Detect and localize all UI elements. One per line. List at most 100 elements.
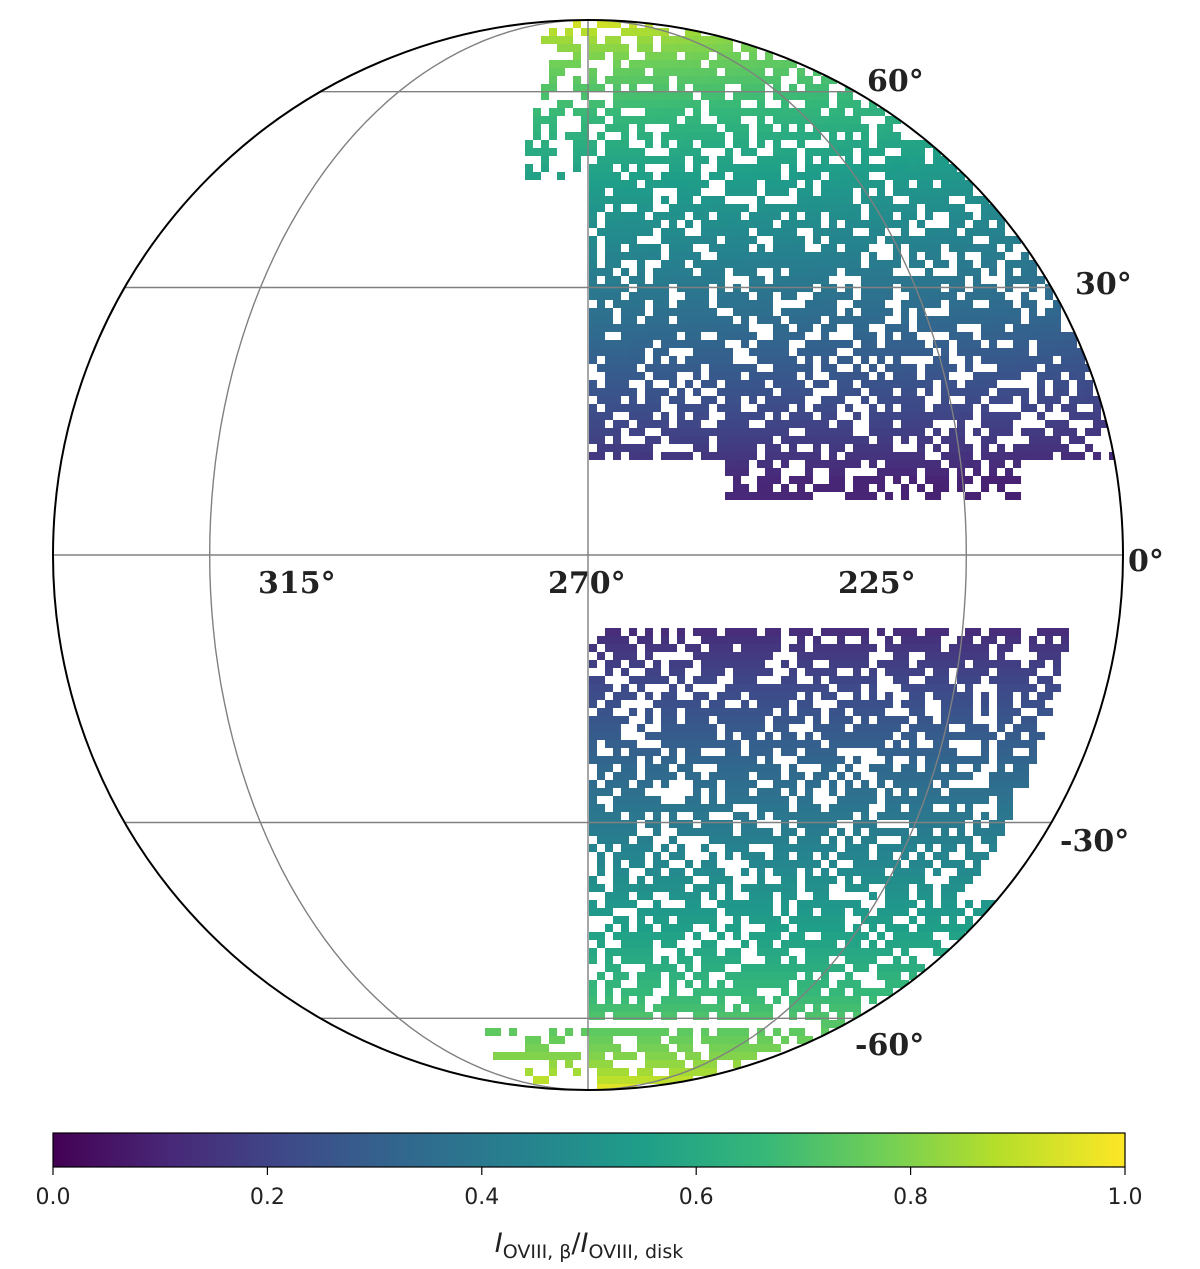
- sky-pixel: [765, 476, 773, 484]
- sky-pixel: [757, 740, 765, 748]
- sky-pixel: [1029, 732, 1037, 740]
- sky-pixel: [717, 372, 725, 380]
- sky-pixel: [621, 1068, 629, 1076]
- sky-pixel: [853, 452, 861, 460]
- sky-pixel: [901, 924, 909, 932]
- sky-pixel: [493, 1052, 501, 1060]
- sky-pixel: [757, 812, 765, 820]
- sky-pixel: [605, 788, 613, 796]
- sky-pixel: [589, 1012, 597, 1020]
- sky-pixel: [941, 676, 949, 684]
- sky-pixel: [717, 668, 725, 676]
- sky-pixel: [605, 324, 613, 332]
- sky-pixel: [733, 484, 741, 492]
- sky-pixel: [1013, 452, 1021, 460]
- sky-pixel: [629, 1012, 637, 1020]
- sky-pixel: [637, 660, 645, 668]
- sky-pixel: [949, 388, 957, 396]
- sky-pixel: [773, 1028, 781, 1036]
- sky-pixel: [733, 236, 741, 244]
- sky-pixel: [725, 180, 733, 188]
- sky-pixel: [741, 124, 749, 132]
- sky-pixel: [781, 868, 789, 876]
- sky-pixel: [989, 204, 997, 212]
- sky-pixel: [805, 148, 813, 156]
- sky-pixel: [957, 180, 965, 188]
- sky-pixel: [861, 628, 869, 636]
- sky-pixel: [981, 740, 989, 748]
- sky-pixel: [821, 628, 829, 636]
- sky-pixel: [709, 924, 717, 932]
- sky-pixel: [957, 860, 965, 868]
- sky-pixel: [613, 916, 621, 924]
- sky-pixel: [773, 916, 781, 924]
- sky-pixel: [997, 756, 1005, 764]
- sky-pixel: [805, 180, 813, 188]
- sky-pixel: [1029, 268, 1037, 276]
- sky-pixel: [765, 404, 773, 412]
- sky-pixel: [909, 172, 917, 180]
- sky-pixel: [845, 356, 853, 364]
- sky-pixel: [805, 348, 813, 356]
- sky-pixel: [893, 380, 901, 388]
- sky-pixel: [1053, 420, 1061, 428]
- sky-pixel: [669, 812, 677, 820]
- sky-pixel: [645, 892, 653, 900]
- sky-pixel: [877, 916, 885, 924]
- sky-pixel: [917, 812, 925, 820]
- sky-pixel: [749, 276, 757, 284]
- sky-pixel: [653, 772, 661, 780]
- sky-pixel: [605, 756, 613, 764]
- sky-pixel: [605, 228, 613, 236]
- sky-pixel: [925, 908, 933, 916]
- sky-pixel: [709, 988, 717, 996]
- sky-pixel: [741, 764, 749, 772]
- sky-pixel: [989, 820, 997, 828]
- sky-pixel: [909, 468, 917, 476]
- sky-pixel: [685, 44, 693, 52]
- sky-pixel: [861, 948, 869, 956]
- sky-pixel: [733, 716, 741, 724]
- sky-pixel: [909, 860, 917, 868]
- sky-pixel: [781, 948, 789, 956]
- sky-pixel: [805, 812, 813, 820]
- sky-pixel: [677, 884, 685, 892]
- sky-pixel: [933, 244, 941, 252]
- sky-pixel: [589, 884, 597, 892]
- sky-pixel: [725, 644, 733, 652]
- sky-pixel: [741, 660, 749, 668]
- sky-pixel: [613, 148, 621, 156]
- sky-pixel: [677, 700, 685, 708]
- sky-pixel: [917, 292, 925, 300]
- sky-pixel: [693, 828, 701, 836]
- sky-pixel: [869, 644, 877, 652]
- sky-pixel: [757, 668, 765, 676]
- sky-pixel: [869, 988, 877, 996]
- sky-pixel: [893, 780, 901, 788]
- sky-pixel: [973, 820, 981, 828]
- sky-pixel: [925, 788, 933, 796]
- sky-pixel: [901, 788, 909, 796]
- sky-pixel: [589, 212, 597, 220]
- sky-pixel: [869, 892, 877, 900]
- sky-pixel: [925, 892, 933, 900]
- sky-pixel: [589, 876, 597, 884]
- sky-pixel: [845, 868, 853, 876]
- sky-pixel: [901, 468, 909, 476]
- sky-pixel: [621, 252, 629, 260]
- sky-pixel: [637, 1012, 645, 1020]
- sky-pixel: [549, 108, 557, 116]
- sky-pixel: [717, 740, 725, 748]
- sky-pixel: [829, 948, 837, 956]
- sky-pixel: [765, 900, 773, 908]
- sky-pixel: [845, 436, 853, 444]
- sky-pixel: [989, 452, 997, 460]
- sky-pixel: [725, 756, 733, 764]
- sky-pixel: [845, 836, 853, 844]
- sky-pixel: [989, 380, 997, 388]
- sky-pixel: [645, 316, 653, 324]
- sky-pixel: [741, 188, 749, 196]
- sky-pixel: [885, 292, 893, 300]
- sky-pixel: [645, 820, 653, 828]
- sky-pixel: [1053, 660, 1061, 668]
